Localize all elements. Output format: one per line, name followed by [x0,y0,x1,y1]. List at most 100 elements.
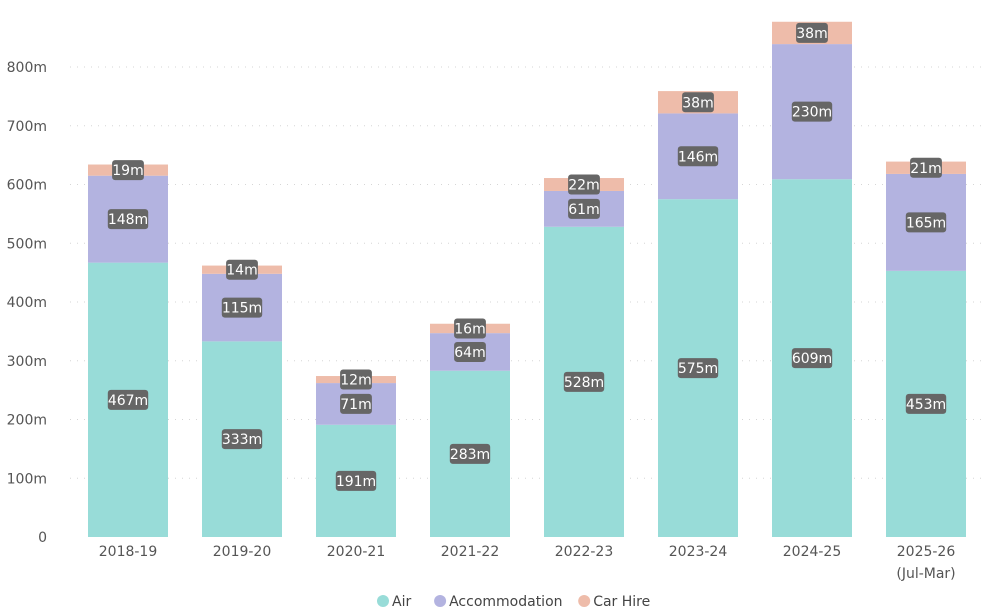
data-label: 230m [791,101,833,122]
x-axis-ticks: 2018-19 2019-20 2020-21 2021-22 2022-23 2023-… [99,544,956,582]
data-label-text: 333m [222,432,262,448]
data-label: 14m [226,259,258,280]
legend-label: Car Hire [593,594,650,610]
data-label-bg [563,371,605,392]
data-label-text: 38m [796,26,827,42]
data-label-text: 148m [108,212,148,228]
data-label: 467m [107,389,149,410]
data-label: 333m [221,429,263,450]
data-label-bg [226,259,258,280]
data-label-bg [677,358,719,379]
data-label: 12m [340,369,372,390]
data-label: 38m [682,92,714,113]
x-tick-label: 2024-25 [783,544,842,560]
data-label-text: 609m [792,351,832,367]
data-label-text: 115m [222,301,262,317]
x-tick-label: 2018-19 [99,544,158,560]
data-label: 115m [221,297,263,318]
data-label: 146m [677,146,719,167]
data-label-text: 21m [910,161,941,177]
data-label-bg [335,470,377,491]
data-label-bg [568,198,600,219]
data-label-text: 38m [682,95,713,111]
data-label: 64m [454,341,486,362]
data-label: 71m [340,393,372,414]
data-label: 148m [107,209,149,230]
data-label: 453m [905,393,947,414]
data-label-bg [791,348,833,369]
data-label-bg [221,297,263,318]
y-tick-label: 300m [7,354,47,370]
legend-swatch [578,595,591,607]
y-axis-ticks: 0 100m 200m 300m 400m 500m 600m 700m 800m [7,60,47,546]
data-label: 61m [568,198,600,219]
data-label-bg [905,212,947,233]
data-label: 528m [563,371,605,392]
data-label-text: 19m [112,163,143,179]
data-label-bg [107,389,149,410]
data-label-bg [796,22,828,43]
data-label: 283m [449,443,491,464]
data-label-bg [910,157,942,178]
data-label: 38m [796,22,828,43]
data-label-bg [568,174,600,195]
legend: Air Accommodation Car Hire [377,594,650,610]
data-label-text: 191m [336,474,376,490]
data-label: 609m [791,348,833,369]
data-label-bg [340,393,372,414]
data-labels: 467m 148m 19m 333m 115m 14m 191m 71m 12m 283m 64m 1… [107,22,947,491]
y-tick-label: 100m [7,471,47,487]
data-label-text: 453m [906,397,946,413]
data-label-text: 146m [678,149,718,165]
x-tick-label: 2025-26 (Jul-Mar) [896,544,955,582]
legend-item-car-hire[interactable]: Car Hire [578,594,650,610]
data-label-bg [112,160,144,181]
y-tick-label: 400m [7,295,47,311]
data-label-bg [905,393,947,414]
data-label-text: 12m [340,373,371,389]
data-label-text: 22m [568,178,599,194]
data-label: 19m [112,160,144,181]
data-label-bg [454,318,486,339]
data-label-bg [449,443,491,464]
x-tick-label: 2019-20 [213,544,272,560]
legend-label: Accommodation [449,594,562,610]
y-tick-label: 800m [7,60,47,76]
legend-label: Air [392,594,411,610]
data-label: 575m [677,358,719,379]
data-label-bg [791,101,833,122]
data-label-bg [221,429,263,450]
data-label: 22m [568,174,600,195]
bars [88,21,966,538]
y-tick-label: 500m [7,236,47,252]
data-label-text: 528m [564,375,604,391]
legend-item-air[interactable]: Air [377,594,411,610]
data-label-text: 71m [340,397,371,413]
data-label-text: 283m [450,447,490,463]
data-label-text: 61m [568,202,599,218]
x-tick-label: 2021-22 [441,544,500,560]
y-tick-label: 600m [7,178,47,194]
y-tick-label: 200m [7,413,47,429]
data-label: 16m [454,318,486,339]
data-label-bg [682,92,714,113]
x-tick-label: 2020-21 [327,544,386,560]
data-label-text: 14m [226,263,257,279]
data-label-bg [340,369,372,390]
data-label: 191m [335,470,377,491]
legend-swatch [377,595,389,607]
legend-item-accommodation[interactable]: Accommodation [434,594,563,610]
data-label-text: 575m [678,361,718,377]
data-label-bg [107,209,149,230]
data-label-text: 16m [454,321,485,337]
data-label-text: 467m [108,393,148,409]
x-tick-label: 2022-23 [555,544,614,560]
data-label-bg [677,146,719,167]
y-tick-label: 700m [7,119,47,135]
data-label-text: 165m [906,215,946,231]
data-label: 21m [910,157,942,178]
data-label-text: 64m [454,345,485,361]
legend-swatch [434,595,447,607]
